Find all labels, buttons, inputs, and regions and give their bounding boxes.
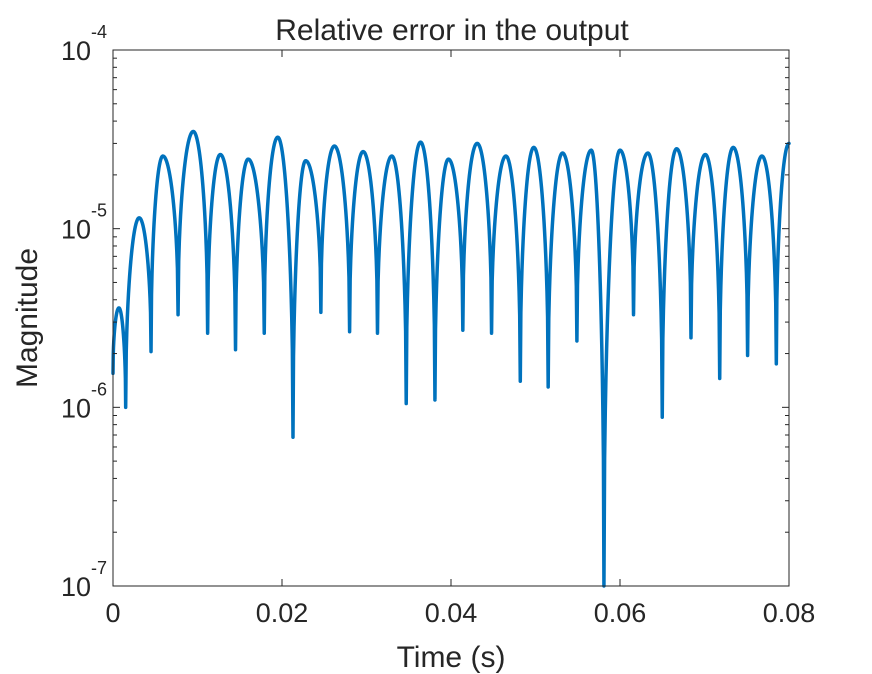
plot-area <box>113 50 789 586</box>
y-axis-label: Magnitude <box>11 248 44 388</box>
y-axis-ticks: -410-510-610-710 <box>61 22 789 602</box>
x-tick-label: 0.02 <box>256 598 309 628</box>
y-tick-exponent: -4 <box>91 22 107 42</box>
y-tick-base: 10 <box>61 215 91 245</box>
y-tick-base: 10 <box>61 36 91 66</box>
x-tick-label: 0.08 <box>763 598 816 628</box>
x-axis-ticks: 0 0.02 0.04 0.06 0.08 <box>105 50 815 628</box>
series-line <box>111 129 791 588</box>
x-tick-label: 0.04 <box>425 598 478 628</box>
chart-title: Relative error in the output <box>275 14 629 47</box>
x-axis-label: Time (s) <box>397 641 506 674</box>
y-tick-base: 10 <box>61 393 91 423</box>
y-tick-exponent: -5 <box>91 201 107 221</box>
y-tick-label: -510 <box>61 201 107 245</box>
y-tick-exponent: -7 <box>91 558 107 578</box>
y-tick-label: -710 <box>61 558 107 602</box>
y-tick-base: 10 <box>61 572 91 602</box>
y-tick-label: -610 <box>61 379 107 423</box>
x-tick-label: 0 <box>105 598 120 628</box>
y-tick-label: -410 <box>61 22 107 66</box>
x-tick-label: 0.06 <box>594 598 647 628</box>
data-layer <box>111 129 791 588</box>
y-tick-exponent: -6 <box>91 379 107 399</box>
